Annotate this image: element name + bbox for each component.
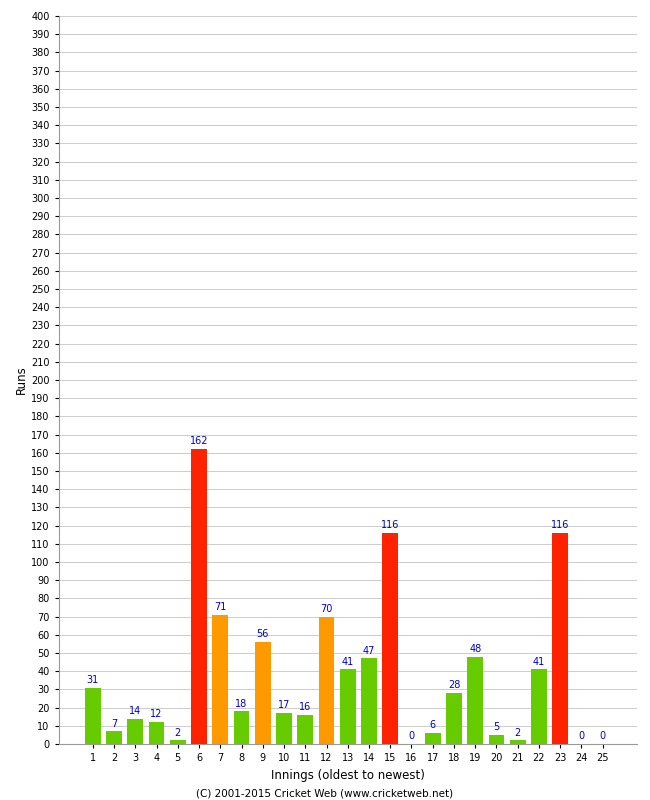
Bar bbox=[446, 693, 462, 744]
Text: 31: 31 bbox=[86, 675, 99, 685]
Text: 2: 2 bbox=[175, 728, 181, 738]
Bar bbox=[510, 740, 526, 744]
Bar bbox=[552, 533, 568, 744]
Bar bbox=[233, 711, 250, 744]
Text: 116: 116 bbox=[551, 520, 569, 530]
Text: 0: 0 bbox=[578, 731, 584, 742]
Text: 70: 70 bbox=[320, 604, 333, 614]
Bar bbox=[255, 642, 270, 744]
Text: 16: 16 bbox=[299, 702, 311, 712]
Bar bbox=[191, 449, 207, 744]
Text: (C) 2001-2015 Cricket Web (www.cricketweb.net): (C) 2001-2015 Cricket Web (www.cricketwe… bbox=[196, 788, 454, 798]
Text: 48: 48 bbox=[469, 644, 482, 654]
Text: 0: 0 bbox=[600, 731, 606, 742]
Bar bbox=[84, 687, 101, 744]
Text: 28: 28 bbox=[448, 680, 460, 690]
Text: 2: 2 bbox=[515, 728, 521, 738]
Text: 71: 71 bbox=[214, 602, 226, 612]
Text: 162: 162 bbox=[190, 437, 208, 446]
X-axis label: Innings (oldest to newest): Innings (oldest to newest) bbox=[271, 769, 424, 782]
Bar bbox=[318, 617, 335, 744]
Bar bbox=[170, 740, 186, 744]
Bar bbox=[276, 713, 292, 744]
Text: 0: 0 bbox=[408, 731, 415, 742]
Bar bbox=[467, 657, 483, 744]
Bar bbox=[127, 718, 143, 744]
Text: 47: 47 bbox=[363, 646, 375, 656]
Bar bbox=[340, 670, 356, 744]
Bar bbox=[213, 614, 228, 744]
Bar bbox=[106, 731, 122, 744]
Bar bbox=[361, 658, 377, 744]
Bar bbox=[149, 722, 164, 744]
Text: 41: 41 bbox=[342, 657, 354, 666]
Text: 18: 18 bbox=[235, 698, 248, 709]
Bar bbox=[489, 735, 504, 744]
Bar bbox=[531, 670, 547, 744]
Text: 12: 12 bbox=[150, 710, 162, 719]
Text: 5: 5 bbox=[493, 722, 500, 732]
Text: 116: 116 bbox=[381, 520, 400, 530]
Y-axis label: Runs: Runs bbox=[15, 366, 28, 394]
Text: 14: 14 bbox=[129, 706, 142, 716]
Text: 7: 7 bbox=[111, 718, 117, 729]
Bar bbox=[297, 715, 313, 744]
Bar bbox=[425, 733, 441, 744]
Text: 56: 56 bbox=[257, 630, 269, 639]
Text: 17: 17 bbox=[278, 700, 290, 710]
Text: 41: 41 bbox=[533, 657, 545, 666]
Text: 6: 6 bbox=[430, 720, 436, 730]
Bar bbox=[382, 533, 398, 744]
